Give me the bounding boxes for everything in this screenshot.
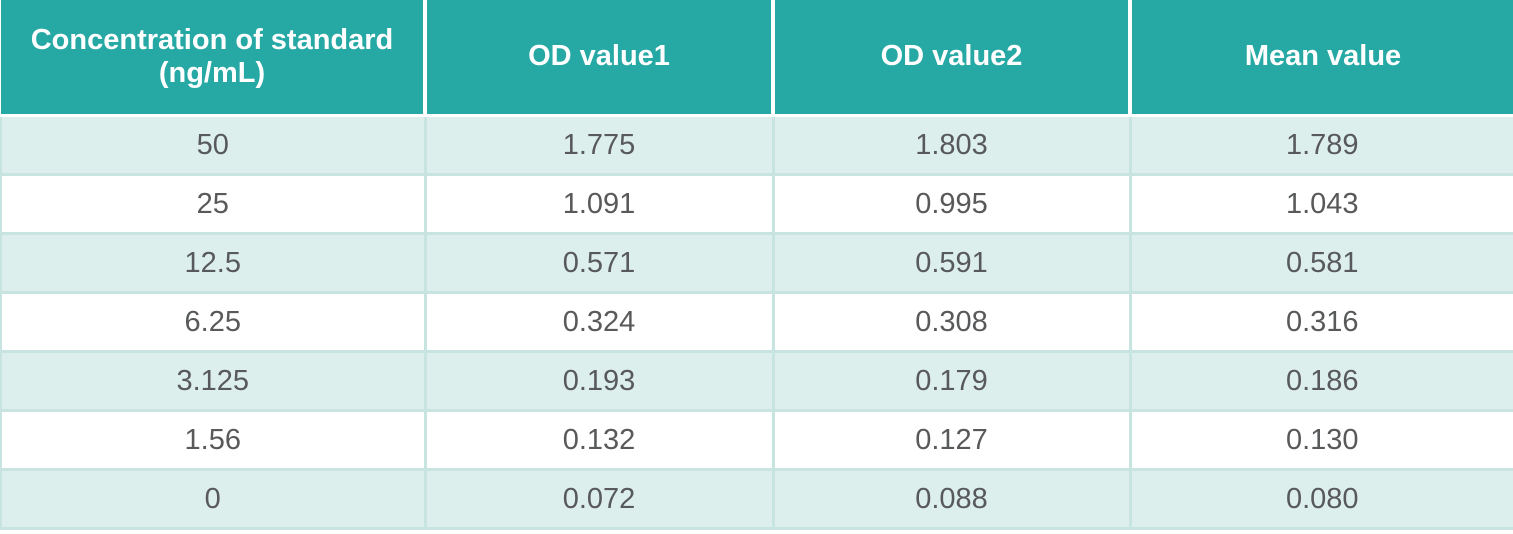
table-body: 50 1.775 1.803 1.789 25 1.091 0.995 1.04… — [0, 115, 1513, 530]
table-cell: 0.571 — [423, 233, 773, 294]
column-header-od-value1: OD value1 — [423, 0, 773, 117]
table-cell: 0.132 — [423, 410, 773, 471]
table-cell: 1.091 — [423, 174, 773, 235]
table-cell: 0.581 — [1128, 233, 1513, 294]
table-cell: 0.130 — [1128, 410, 1513, 471]
table-row: 50 1.775 1.803 1.789 — [0, 115, 1513, 176]
table-cell: 0.995 — [771, 174, 1130, 235]
table-cell: 3.125 — [0, 351, 425, 412]
table-row: 0 0.072 0.088 0.080 — [0, 469, 1513, 530]
table-row: 6.25 0.324 0.308 0.316 — [0, 292, 1513, 353]
table-cell: 50 — [0, 115, 425, 176]
column-header-concentration: Concentration of standard (ng/mL) — [1, 0, 425, 117]
table-cell: 0.308 — [771, 292, 1130, 353]
table-cell: 0.193 — [423, 351, 773, 412]
header-row: Concentration of standard (ng/mL) OD val… — [1, 0, 1513, 117]
table-cell: 0 — [0, 469, 425, 530]
table-cell: 0.127 — [771, 410, 1130, 471]
column-header-od-value2: OD value2 — [771, 0, 1130, 117]
table-cell: 0.080 — [1128, 469, 1513, 530]
table-cell: 1.789 — [1128, 115, 1513, 176]
table-cell: 12.5 — [0, 233, 425, 294]
table-cell: 6.25 — [0, 292, 425, 353]
table-row: 25 1.091 0.995 1.043 — [0, 174, 1513, 235]
table-cell: 0.324 — [423, 292, 773, 353]
table-row: 12.5 0.571 0.591 0.581 — [0, 233, 1513, 294]
table-cell: 0.179 — [771, 351, 1130, 412]
table-cell: 1.775 — [423, 115, 773, 176]
table-cell: 1.803 — [771, 115, 1130, 176]
table-cell: 0.316 — [1128, 292, 1513, 353]
column-header-mean-value: Mean value — [1128, 0, 1513, 117]
table-cell: 1.043 — [1128, 174, 1513, 235]
table-cell: 0.186 — [1128, 351, 1513, 412]
table-cell: 0.591 — [771, 233, 1130, 294]
table-cell: 0.088 — [771, 469, 1130, 530]
table-row: 3.125 0.193 0.179 0.186 — [0, 351, 1513, 412]
table-cell: 1.56 — [0, 410, 425, 471]
table-cell: 25 — [0, 174, 425, 235]
table-row: 1.56 0.132 0.127 0.130 — [0, 410, 1513, 471]
table-cell: 0.072 — [423, 469, 773, 530]
